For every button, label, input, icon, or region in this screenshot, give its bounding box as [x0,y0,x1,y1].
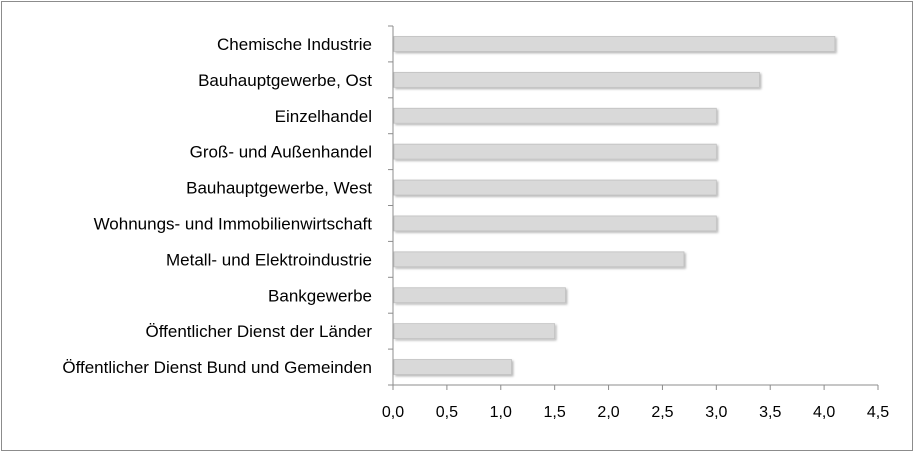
category-label: Bauhauptgewerbe, West [186,179,372,198]
category-label: Einzelhandel [275,107,372,126]
bar [393,287,566,304]
x-tick-label: 1,5 [544,404,566,421]
bar [393,36,836,52]
x-tick-label: 4,5 [867,404,889,421]
bar [393,143,717,160]
bar [393,71,760,88]
bar [393,215,717,232]
x-tick-label: 4,0 [813,404,835,421]
x-tick-label: 0,5 [436,404,458,421]
x-tick-label: 0,0 [382,404,404,421]
bar [393,107,717,124]
category-label: Chemische Industrie [217,35,372,54]
bar [393,323,556,340]
category-label: Öffentlicher Dienst der Länder [146,322,373,341]
category-label: Öffentlicher Dienst Bund und Gemeinden [62,358,372,377]
category-label: Bankgewerbe [268,286,372,305]
axes [388,25,879,390]
x-tick-label: 1,0 [490,404,512,421]
x-tick-label: 2,0 [597,404,619,421]
bar [393,359,512,375]
bar [393,179,717,196]
x-tick-label: 2,5 [651,404,673,421]
bars [393,36,836,375]
category-label: Groß- und Außenhandel [190,143,372,162]
x-tick-label: 3,0 [705,404,727,421]
category-labels: Chemische Industrie Bauhauptgewerbe, Ost E… [62,35,372,377]
bar [393,251,685,268]
category-label: Bauhauptgewerbe, Ost [198,71,372,90]
category-label: Metall- und Elektroindustrie [166,250,372,269]
x-tick-label: 3,5 [759,404,781,421]
category-label: Wohnungs- und Immobilienwirtschaft [94,214,373,233]
x-tick-labels: 0,0 0,5 1,0 1,5 2,0 2,5 3,0 3,5 4,0 4,5 [382,404,889,421]
